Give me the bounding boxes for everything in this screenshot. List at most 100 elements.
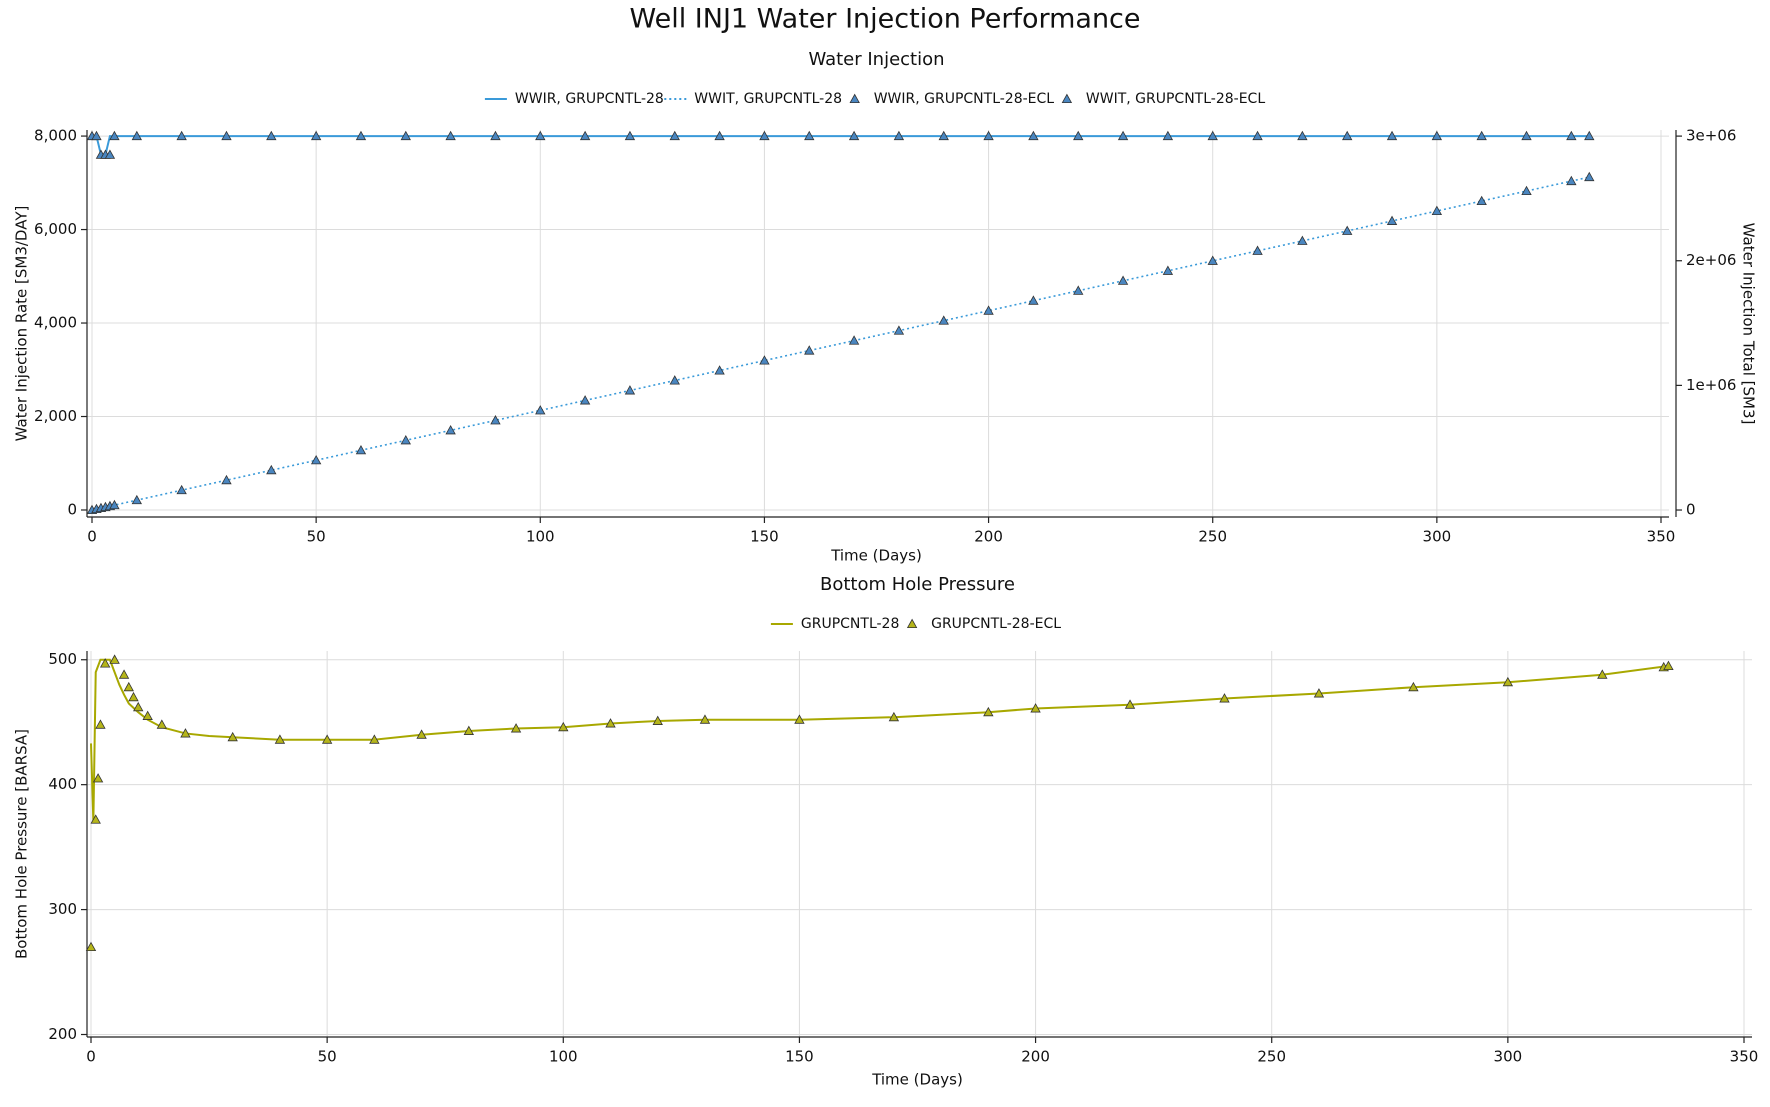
data-point — [1597, 669, 1608, 679]
data-point — [104, 149, 116, 159]
data-point — [109, 499, 120, 510]
x-tick-label: 0 — [87, 528, 97, 546]
data-point — [624, 130, 636, 141]
data-point — [1030, 703, 1041, 713]
data-point — [400, 434, 411, 445]
data-point — [938, 130, 949, 141]
data-point — [669, 130, 680, 141]
data-point — [535, 405, 546, 415]
data-point — [794, 714, 805, 724]
data-point — [99, 658, 111, 668]
data-point — [400, 130, 411, 141]
y-tick-label: 500 — [48, 650, 77, 668]
x-tick-label: 150 — [750, 528, 779, 546]
data-point — [1408, 681, 1419, 692]
x-tick-label: 50 — [307, 528, 326, 546]
data-point — [1476, 130, 1487, 141]
legend-label: WWIR, GRUPCNTL-28 — [515, 91, 664, 107]
data-point — [490, 415, 501, 425]
data-point — [558, 721, 569, 732]
data-point — [652, 715, 663, 725]
data-point — [1566, 175, 1577, 186]
data-point — [1028, 130, 1039, 141]
data-point — [893, 325, 905, 335]
data-point — [1476, 195, 1487, 206]
data-point — [176, 484, 187, 495]
y-tick-label: 2,000 — [34, 407, 77, 425]
data-point — [1502, 676, 1514, 687]
legend-label: GRUPCNTL-28 — [801, 616, 900, 632]
data-point — [227, 731, 238, 742]
data-point — [714, 130, 725, 141]
data-point — [1521, 130, 1532, 141]
data-point — [1297, 130, 1308, 141]
data-point — [1663, 660, 1674, 670]
data-point — [321, 734, 333, 744]
data-point — [714, 365, 725, 375]
data-point — [759, 130, 770, 141]
data-point — [1521, 185, 1532, 196]
data-point — [128, 691, 139, 702]
data-point — [355, 444, 367, 455]
data-point — [1566, 130, 1577, 141]
y2-tick-label: 3e+06 — [1686, 127, 1736, 145]
data-point — [1162, 265, 1174, 275]
data-point — [142, 710, 153, 720]
legend-label: GRUPCNTL-28-ECL — [931, 616, 1061, 632]
data-point — [490, 130, 501, 141]
data-point — [310, 454, 322, 465]
data-point — [1124, 699, 1136, 709]
data-point — [266, 130, 277, 141]
chart-title: Bottom Hole Pressure — [820, 574, 1015, 595]
data-point — [109, 654, 120, 664]
data-point — [938, 315, 949, 325]
data-point — [1207, 255, 1218, 265]
data-point — [1313, 688, 1325, 698]
series-line — [91, 176, 1590, 511]
data-point — [1117, 130, 1129, 141]
x-tick-label: 250 — [1257, 1048, 1286, 1066]
data-point — [1028, 295, 1039, 305]
data-point — [848, 335, 860, 345]
data-point — [983, 130, 994, 141]
y-tick-label: 4,000 — [34, 314, 77, 332]
x-tick-label: 150 — [785, 1048, 814, 1066]
x-tick-label: 100 — [526, 528, 555, 546]
y-axis-title: Bottom Hole Pressure [BARSA] — [13, 729, 31, 959]
data-point — [221, 130, 232, 141]
data-point — [888, 711, 900, 722]
data-point — [535, 130, 546, 141]
data-point — [983, 706, 994, 717]
y-tick-label: 6,000 — [34, 220, 77, 238]
x-tick-label: 200 — [1021, 1048, 1050, 1066]
data-point — [369, 734, 380, 744]
data-point — [1431, 205, 1443, 215]
x-tick-label: 300 — [1423, 528, 1452, 546]
data-point — [605, 718, 616, 728]
x-axis-title: Time (Days) — [871, 1071, 963, 1089]
x-tick-label: 350 — [1647, 528, 1676, 546]
data-point — [1297, 235, 1308, 245]
legend-label: WWIT, GRUPCNTL-28-ECL — [1086, 91, 1265, 107]
x-tick-label: 350 — [1730, 1048, 1759, 1066]
data-point — [1117, 275, 1129, 285]
series-line — [92, 135, 1590, 156]
data-point — [1252, 245, 1263, 255]
legend-marker — [849, 93, 860, 103]
data-point — [109, 130, 120, 141]
data-point — [1584, 171, 1595, 182]
data-point — [804, 345, 815, 355]
x-axis-title: Time (Days) — [830, 547, 922, 565]
data-point — [91, 130, 102, 141]
data-point — [804, 130, 815, 141]
data-point — [1386, 215, 1398, 225]
data-point — [133, 701, 144, 712]
data-point — [416, 729, 427, 739]
data-point — [1207, 130, 1218, 141]
y-tick-label: 300 — [48, 900, 77, 918]
data-point — [1342, 130, 1353, 141]
legend-label: WWIR, GRUPCNTL-28-ECL — [874, 91, 1055, 107]
data-point — [1162, 130, 1174, 141]
data-point — [355, 130, 367, 141]
